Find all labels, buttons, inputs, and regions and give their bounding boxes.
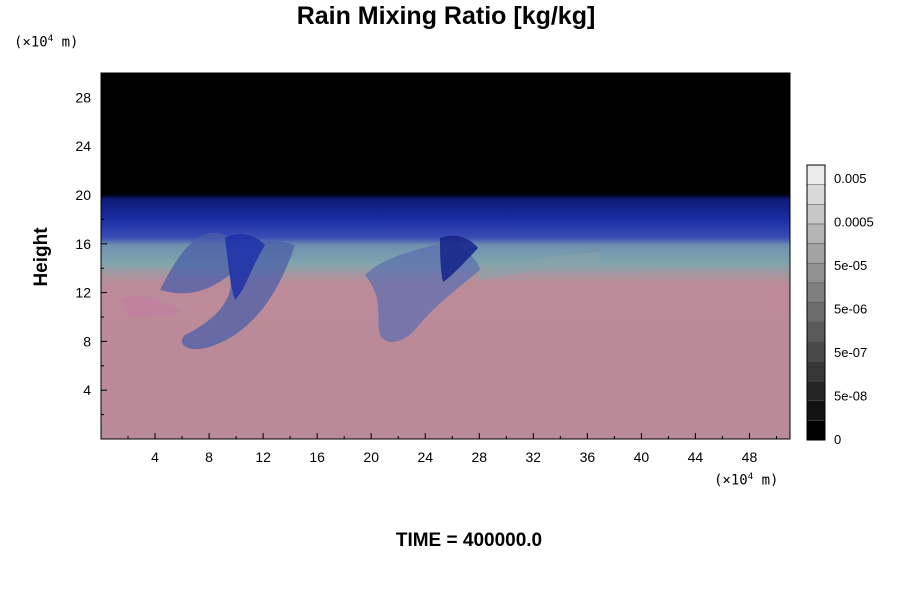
- colorbar-step: [806, 341, 826, 362]
- y-axis-unit: (×104 m): [14, 34, 78, 51]
- x-tick-label: 4: [151, 449, 159, 465]
- x-unit-prefix: (×10: [714, 472, 748, 489]
- heatmap-features: [120, 232, 600, 350]
- colorbar-step: [806, 223, 826, 244]
- colorbar-label: 0.0005: [834, 215, 874, 230]
- colorbar-labels: 0.005 0.0005 5e-05 5e-06 5e-07 5e-08 0: [834, 171, 874, 447]
- mixing-swirl-right: [480, 252, 600, 280]
- x-tick-label: 28: [471, 449, 487, 465]
- cloud-plume-left: [160, 232, 295, 350]
- colorbar-step: [806, 420, 826, 441]
- x-tick-label: 12: [255, 449, 271, 465]
- y-unit-exponent: 4: [47, 34, 54, 44]
- x-axis-ticks: 4 8 12 16 20 24 28 32 36 40 44 48: [127, 433, 777, 465]
- y-tick-label: 20: [75, 187, 91, 203]
- colorbar-step: [806, 302, 826, 323]
- colorbar-step: [806, 400, 826, 421]
- colorbar-step: [806, 380, 826, 401]
- x-axis-unit: (×104 m): [714, 472, 778, 489]
- x-tick-label: 40: [634, 449, 650, 465]
- x-tick-label: 36: [580, 449, 596, 465]
- colorbar-step: [806, 164, 826, 185]
- y-unit-prefix: (×10: [14, 34, 48, 51]
- colorbar-step: [806, 184, 826, 205]
- y-tick-label: 12: [75, 285, 91, 301]
- colorbar-label: 0.005: [834, 171, 867, 186]
- y-tick-label: 4: [83, 382, 91, 398]
- plot-frame: [100, 72, 791, 440]
- y-unit-suffix: m): [53, 34, 79, 51]
- x-tick-label: 44: [688, 449, 704, 465]
- colorbar-steps: [806, 164, 826, 441]
- y-tick-label: 8: [83, 333, 91, 349]
- time-caption: TIME = 400000.0: [395, 530, 543, 551]
- x-tick-label: 24: [417, 449, 433, 465]
- colorbar-label: 0: [834, 432, 841, 447]
- colorbar-step: [806, 262, 826, 284]
- colorbar: 0.005 0.0005 5e-05 5e-06 5e-07 5e-08 0: [806, 164, 874, 447]
- y-tick-label: 28: [75, 89, 91, 105]
- updraft-core-left: [225, 234, 265, 300]
- x-tick-label: 48: [742, 449, 758, 465]
- x-tick-label: 8: [205, 449, 213, 465]
- x-unit-suffix: m): [753, 472, 779, 489]
- chart-title: Rain Mixing Ratio [kg/kg]: [296, 2, 596, 30]
- colorbar-label: 5e-05: [834, 258, 867, 273]
- x-tick-label: 16: [309, 449, 325, 465]
- y-tick-label: 16: [75, 236, 91, 252]
- mixing-swirl-left: [120, 295, 180, 318]
- colorbar-label: 5e-08: [834, 389, 867, 404]
- colorbar-step: [806, 361, 826, 382]
- y-axis-ticks: 4 8 12 16 20 24 28: [75, 89, 107, 416]
- colorbar-step: [806, 243, 826, 264]
- heatmap-plot-area: [101, 73, 790, 439]
- colorbar-label: 5e-07: [834, 345, 867, 360]
- colorbar-step: [806, 282, 826, 303]
- x-unit-exponent: 4: [747, 472, 754, 482]
- updraft-core-center: [440, 235, 478, 282]
- colorbar-step: [806, 204, 826, 225]
- y-tick-label: 24: [75, 138, 91, 154]
- colorbar-label: 5e-06: [834, 302, 867, 317]
- x-tick-label: 32: [526, 449, 542, 465]
- x-tick-label: 20: [363, 449, 379, 465]
- colorbar-frame: [806, 164, 826, 441]
- colorbar-step: [806, 321, 826, 343]
